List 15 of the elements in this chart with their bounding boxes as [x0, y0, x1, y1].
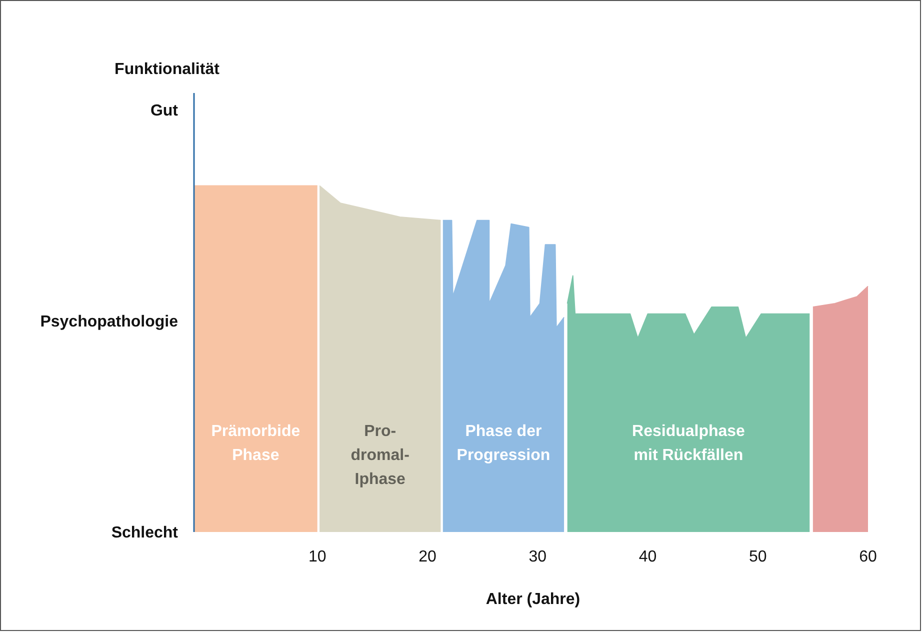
x-tick-label: 20 — [418, 548, 436, 566]
text: Psychopathologie — [40, 314, 178, 331]
x-tick-label: 40 — [638, 548, 657, 566]
text: Funktionalität — [114, 61, 220, 78]
x-tick-label: 60 — [859, 548, 877, 566]
x-axis-title: Alter (Jahre) — [486, 591, 580, 608]
series-label: Pro- dromal- Iphase — [350, 423, 410, 488]
series-label: Prämorbide Phase — [211, 423, 300, 464]
series-label: Residualphase mit Rückfällen — [632, 423, 746, 464]
text: Gut — [150, 102, 179, 120]
series-label: Phase der Progression — [456, 423, 550, 464]
x-tick-label: 30 — [528, 548, 547, 566]
text: Schlecht — [111, 524, 179, 542]
x-tick-label: 10 — [308, 548, 326, 566]
x-tick-label: 50 — [748, 548, 767, 566]
